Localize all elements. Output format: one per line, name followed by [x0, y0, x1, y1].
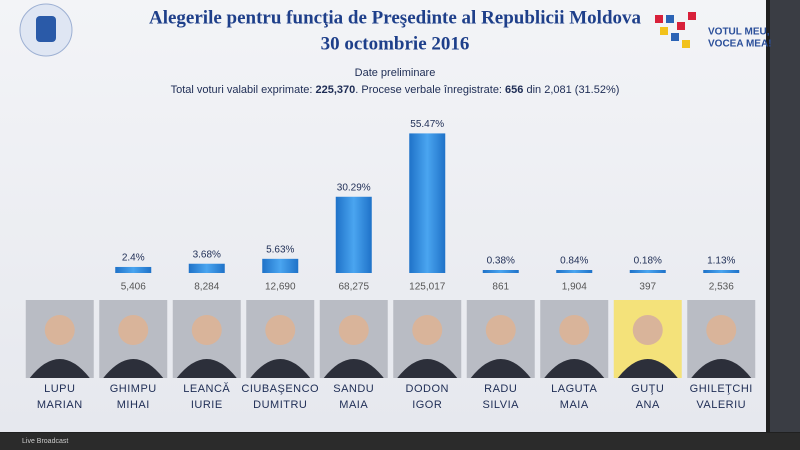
x-tick-label: MAIA — [560, 399, 589, 411]
bar — [556, 270, 593, 273]
summary: Total voturi valabil exprimate: 225,370.… — [171, 84, 620, 96]
x-tick-label: ANA — [636, 399, 660, 411]
side-panel — [770, 0, 800, 432]
vote-count: 861 — [492, 282, 509, 293]
logo — [655, 12, 696, 48]
summary-value: 656 — [505, 84, 523, 96]
x-tick-label: CIUBAŞENCO — [241, 383, 319, 395]
value-label: 5.63% — [266, 244, 294, 255]
photo-face — [118, 315, 149, 345]
x-tick-label: LAGUTA — [551, 383, 597, 395]
emblem-shield — [36, 16, 56, 42]
vote-count: 12,690 — [265, 282, 296, 293]
photo-body — [470, 359, 531, 378]
photo-face — [706, 315, 737, 345]
x-tick-label: RADU — [484, 383, 517, 395]
x-tick-label: MARIAN — [37, 399, 83, 411]
bar — [188, 263, 225, 273]
value-label: 3.68% — [193, 249, 221, 260]
x-tick-label: DUMITRU — [253, 399, 307, 411]
value-label: 0.18% — [634, 256, 662, 267]
x-tick-label: GHIMPU — [110, 383, 157, 395]
summary-text: din 2,081 (31.52%) — [523, 84, 619, 96]
photo-body — [176, 359, 237, 378]
bar — [703, 270, 740, 273]
vote-count: 397 — [639, 282, 656, 293]
photo-body — [397, 359, 458, 378]
x-tick-label: DODON — [406, 383, 449, 395]
photo-body — [323, 359, 384, 378]
value-label: 30.29% — [337, 182, 371, 193]
photo-face — [191, 315, 222, 345]
vote-count: 5,406 — [121, 282, 146, 293]
x-tick-label: IGOR — [412, 399, 442, 411]
x-tick-label: GUŢU — [631, 383, 664, 395]
bar — [115, 266, 152, 273]
vote-count: 1,904 — [562, 282, 587, 293]
photo-face — [44, 315, 75, 345]
vote-count: 125,017 — [409, 282, 446, 293]
x-tick-label: IURIE — [191, 399, 223, 411]
x-tick-label: LEANCĂ — [183, 382, 230, 395]
chart-title: Alegerile pentru funcţia de Preşedinte a… — [149, 7, 642, 28]
photo-face — [485, 315, 516, 345]
photo-body — [544, 359, 605, 378]
summary-text: Total voturi valabil exprimate: — [171, 84, 316, 96]
bar — [482, 270, 519, 273]
logo-text: VOTUL MEU, — [708, 27, 770, 38]
photo-face — [412, 315, 443, 345]
value-label: 0.38% — [487, 256, 515, 267]
value-label: 1.13% — [707, 256, 735, 267]
chart-subtitle: Date preliminare — [355, 67, 436, 79]
photo-body — [617, 359, 678, 378]
photo-face — [265, 315, 296, 345]
bar — [262, 258, 299, 273]
player-bar — [0, 433, 800, 450]
vote-count: 8,284 — [194, 282, 219, 293]
photo-body — [103, 359, 164, 378]
x-tick-label: GHILEŢCHI — [690, 383, 753, 395]
value-label: 55.47% — [410, 119, 444, 130]
x-tick-label: SANDU — [333, 383, 374, 395]
x-tick-label: MIHAI — [117, 399, 150, 411]
x-tick-label: SILVIA — [483, 399, 520, 411]
logo-text: VOCEA MEA! — [708, 39, 772, 50]
value-label: 2.4% — [122, 253, 145, 264]
vote-count: 2,536 — [709, 282, 734, 293]
summary-text: . Procese verbale înregistrate: — [355, 84, 505, 96]
photo-body — [29, 359, 90, 378]
photo-face — [632, 315, 663, 345]
bar — [629, 270, 666, 273]
photo-body — [250, 359, 311, 378]
value-label: 0.84% — [560, 256, 588, 267]
bar — [409, 133, 446, 273]
footer: Live Broadcast — [22, 438, 68, 445]
x-tick-label: LUPU — [44, 383, 75, 395]
vote-count: 68,275 — [338, 282, 369, 293]
chart-date: 30 octombrie 2016 — [321, 33, 470, 54]
photo-face — [338, 315, 369, 345]
summary-value: 225,370 — [315, 84, 355, 96]
x-tick-label: MAIA — [339, 399, 368, 411]
photo-body — [691, 359, 752, 378]
photo-face — [559, 315, 590, 345]
x-tick-label: VALERIU — [696, 399, 746, 411]
bar — [335, 196, 372, 273]
